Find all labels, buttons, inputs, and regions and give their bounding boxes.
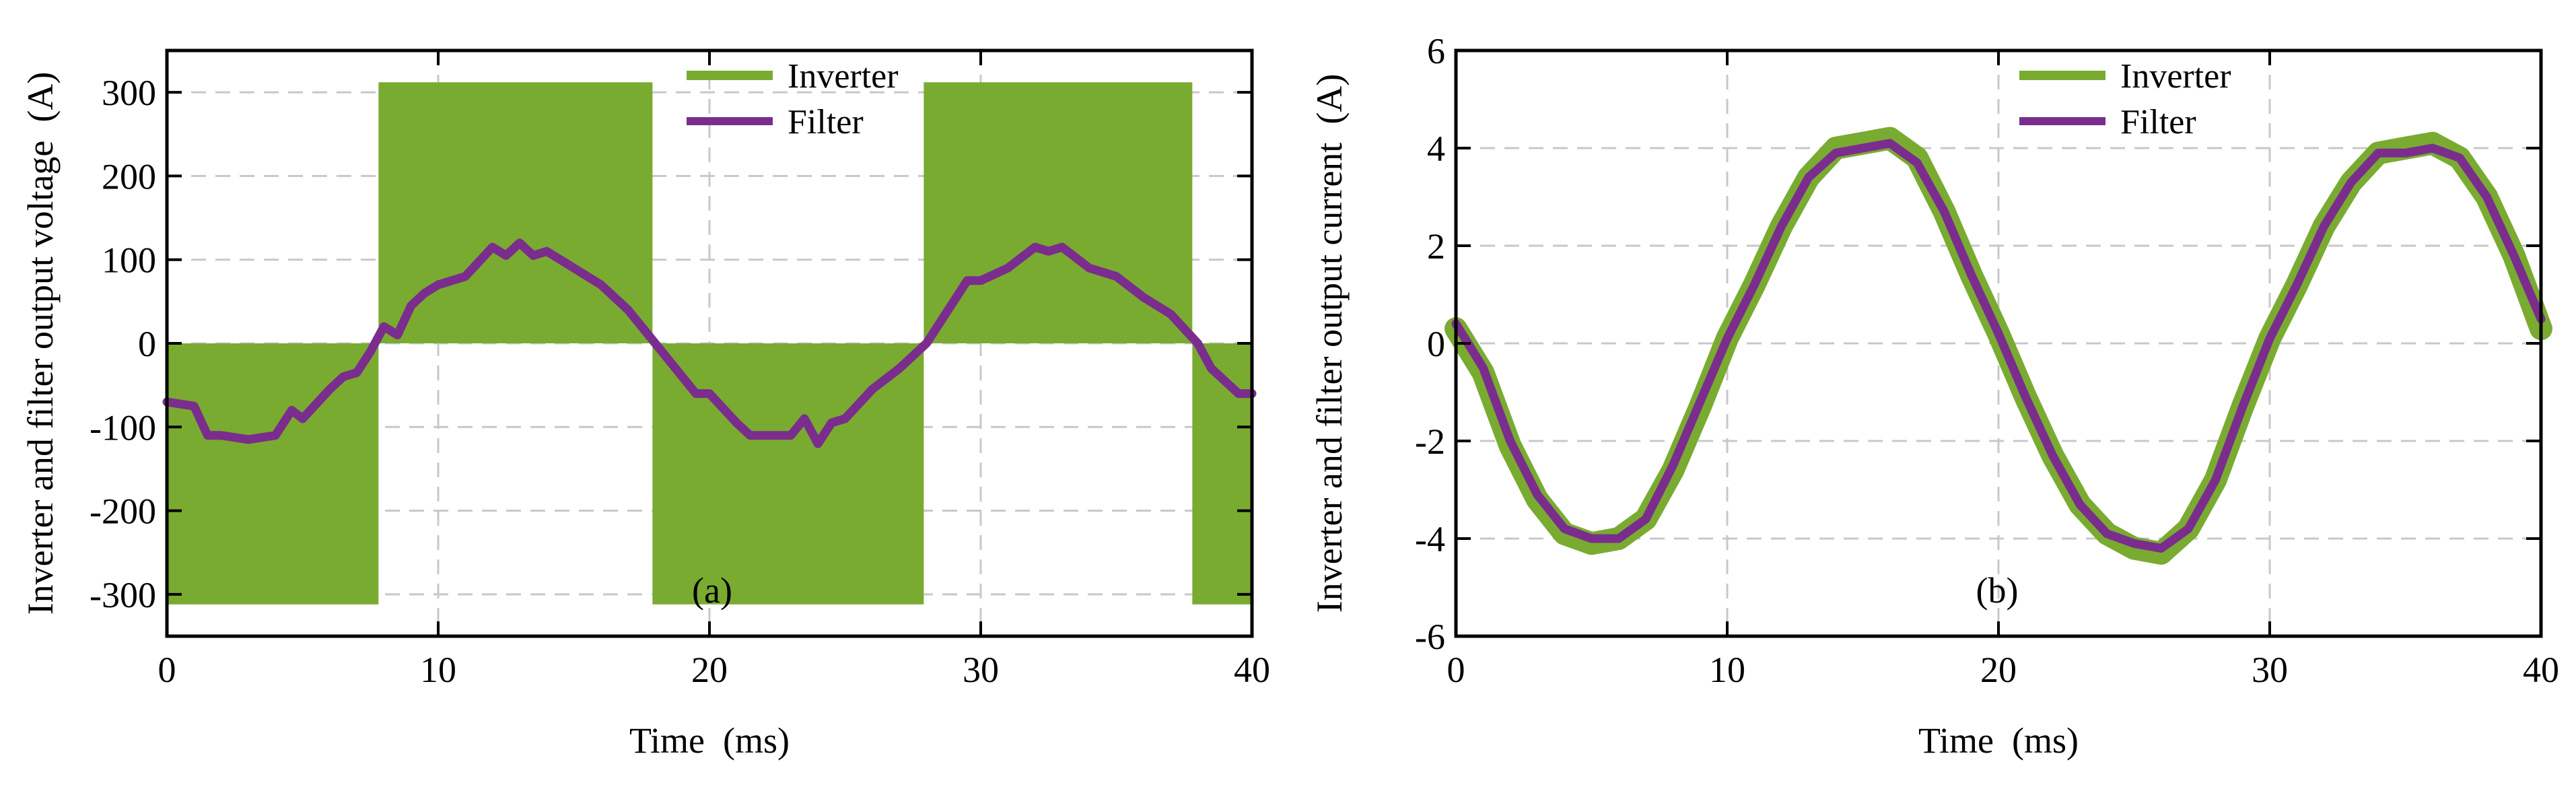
current-y-axis-label: Inverter and filter output current (A) (1309, 74, 1350, 613)
voltage-y-tick-label: 0 (138, 324, 156, 364)
voltage-x-axis-label: Time (ms) (629, 720, 790, 761)
current-legend-inverter-label: Inverter (2120, 57, 2231, 96)
voltage-y-tick-label: -200 (90, 491, 156, 532)
voltage-y-axis-label: Inverter and filter output voltage (A) (20, 72, 61, 615)
voltage-series-inverter-segment (167, 343, 379, 605)
voltage-x-tick-label: 40 (1234, 650, 1270, 690)
voltage-panel: 0 10 20 30 40 -300 -200 -100 0 100 200 300 Time (ms… (20, 48, 1270, 761)
current-y-tick-label: 2 (1427, 226, 1445, 267)
current-x-tick-label: 20 (1980, 650, 2017, 690)
current-panel: 0 10 20 30 40 -6 -4 -2 0 2 4 6 Time (ms) Inverter a… (1309, 31, 2559, 761)
voltage-data (162, 82, 1257, 605)
voltage-panel-label: (a) (692, 570, 732, 611)
current-y-tick-label: -2 (1415, 421, 1445, 462)
current-x-tick-label: 10 (1709, 650, 1745, 690)
current-x-tick-label: 0 (1447, 650, 1465, 690)
current-y-tick-label: 4 (1427, 129, 1445, 169)
voltage-ticks: 0 10 20 30 40 -300 -200 -100 0 100 200 300 (90, 50, 1270, 690)
voltage-x-tick-label: 0 (158, 650, 176, 690)
voltage-legend: Inverter Filter (687, 57, 899, 141)
current-ticks: 0 10 20 30 40 -6 -4 -2 0 2 4 6 (1415, 31, 2559, 690)
current-legend: Inverter Filter (2019, 57, 2231, 141)
current-legend-filter-label: Filter (2120, 103, 2196, 141)
current-x-tick-label: 40 (2523, 650, 2559, 690)
current-y-tick-label: 0 (1427, 324, 1445, 364)
voltage-y-tick-label: -100 (90, 407, 156, 448)
voltage-legend-filter-label: Filter (788, 103, 864, 141)
voltage-x-tick-label: 10 (420, 650, 456, 690)
voltage-y-tick-label: 200 (102, 156, 156, 197)
current-y-tick-label: 6 (1427, 31, 1445, 71)
current-x-axis-label: Time (ms) (1918, 720, 2079, 761)
current-y-tick-label: -6 (1415, 617, 1445, 657)
voltage-y-tick-label: 100 (102, 240, 156, 281)
voltage-y-tick-label: 300 (102, 73, 156, 113)
voltage-series-inverter-segment (378, 82, 653, 343)
voltage-legend-inverter-label: Inverter (788, 57, 899, 96)
voltage-x-tick-label: 30 (963, 650, 999, 690)
voltage-series-inverter-segment (1192, 343, 1252, 605)
current-panel-label: (b) (1976, 570, 2019, 611)
current-series-filter-line (1451, 139, 2546, 553)
voltage-x-tick-label: 20 (691, 650, 728, 690)
voltage-y-tick-label: -300 (90, 575, 156, 615)
current-x-tick-label: 30 (2252, 650, 2288, 690)
current-data (1444, 127, 2552, 565)
voltage-series-filter-line (162, 238, 1257, 448)
current-y-tick-label: -4 (1415, 519, 1445, 559)
